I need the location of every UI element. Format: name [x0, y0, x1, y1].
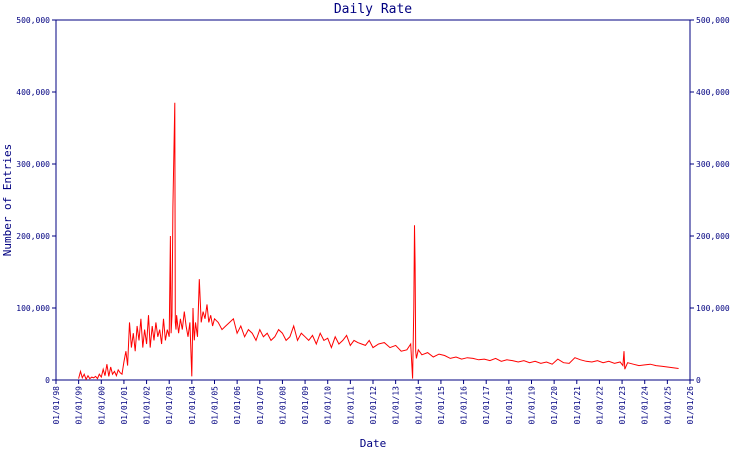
y-tick-label-right: 500,000	[696, 16, 730, 25]
x-tick-label: 01/01/12	[369, 386, 378, 425]
y-axis-label: Number of Entries	[1, 144, 14, 257]
x-tick-label: 01/01/07	[256, 386, 265, 425]
x-tick-label: 01/01/05	[211, 386, 220, 425]
y-tick-label-right: 400,000	[696, 88, 730, 97]
y-tick-label-right: 100,000	[696, 304, 730, 313]
y-tick-label-left: 500,000	[16, 16, 50, 25]
y-tick-label-left: 400,000	[16, 88, 50, 97]
x-tick-label: 01/01/26	[686, 386, 695, 425]
x-tick-label: 01/01/04	[188, 386, 197, 425]
x-tick-label: 01/01/09	[301, 386, 310, 425]
x-tick-label: 01/01/99	[75, 386, 84, 425]
x-tick-label: 01/01/02	[143, 386, 152, 425]
x-tick-label: 01/01/17	[482, 386, 491, 425]
x-tick-label: 01/01/14	[414, 386, 423, 425]
x-tick-label: 01/01/03	[165, 386, 174, 425]
x-tick-label: 01/01/08	[278, 386, 287, 425]
x-tick-label: 01/01/25	[663, 386, 672, 425]
x-tick-label: 01/01/18	[505, 386, 514, 425]
x-tick-label: 01/01/98	[52, 386, 61, 425]
y-axis-ticks: 0 0 100,000 100,000 200,000 200,000 300,000 300…	[16, 16, 730, 385]
y-tick-label-left: 0	[45, 376, 50, 385]
x-tick-label: 01/01/10	[324, 386, 333, 425]
x-axis-label: Date	[360, 437, 387, 450]
x-tick-label: 01/01/06	[233, 386, 242, 425]
x-tick-label: 01/01/23	[618, 386, 627, 425]
x-tick-label: 01/01/16	[460, 386, 469, 425]
x-axis-ticks: 01/01/98 01/01/99 01/01/00 01/01/01 01/01/02…	[52, 380, 695, 425]
x-tick-label: 01/01/22	[595, 386, 604, 425]
x-tick-label: 01/01/21	[573, 386, 582, 425]
x-tick-label: 01/01/20	[550, 386, 559, 425]
y-tick-label-left: 200,000	[16, 232, 50, 241]
daily-rate-series-line	[78, 102, 679, 381]
x-tick-label: 01/01/00	[97, 386, 106, 425]
x-tick-label: 01/01/13	[392, 386, 401, 425]
x-tick-label: 01/01/01	[120, 386, 129, 425]
x-tick-label: 01/01/15	[437, 386, 446, 425]
y-tick-label-left: 100,000	[16, 304, 50, 313]
x-tick-label: 01/01/11	[346, 386, 355, 425]
y-tick-label-right: 0	[696, 376, 701, 385]
plot-frame	[55, 19, 691, 381]
chart-title: Daily Rate	[334, 2, 412, 17]
x-tick-label: 01/01/24	[641, 386, 650, 425]
y-tick-label-left: 300,000	[16, 160, 50, 169]
x-tick-label: 01/01/19	[528, 386, 537, 425]
y-tick-label-right: 300,000	[696, 160, 730, 169]
y-tick-label-right: 200,000	[696, 232, 730, 241]
